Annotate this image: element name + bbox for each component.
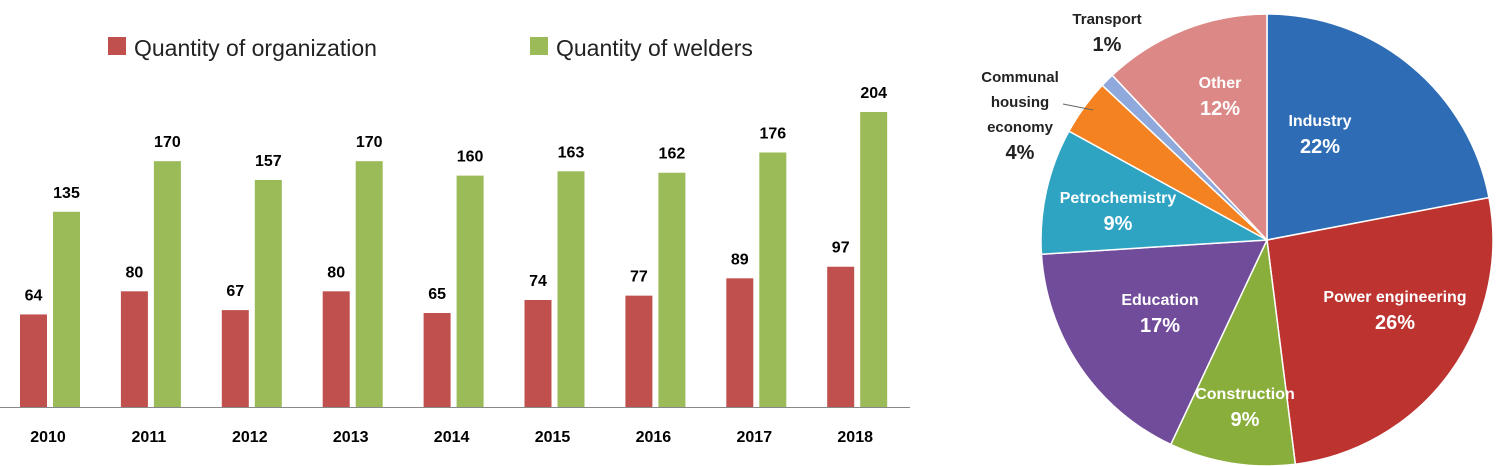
- bar-welders: [456, 175, 484, 407]
- pie-slice-other: [1111, 13, 1268, 242]
- bar-welders: [254, 179, 282, 407]
- bar-organization: [120, 291, 148, 407]
- bar-organization: [625, 295, 653, 407]
- data-label: 89: [731, 251, 749, 268]
- legend-swatch-organization: [108, 37, 126, 55]
- slice-label: Power engineering: [1323, 289, 1466, 306]
- x-tick-label: 2014: [434, 429, 470, 446]
- pie-slice-petrochemistry: [1040, 130, 1270, 255]
- bar-welders: [860, 112, 888, 407]
- pie-slice-construction: [1169, 237, 1297, 466]
- slice-label: Communal: [981, 69, 1059, 86]
- bar-welders: [557, 171, 585, 407]
- bar-welders: [53, 211, 80, 407]
- data-label: 67: [226, 283, 244, 300]
- slice-label: housing: [991, 94, 1049, 111]
- x-tick-label: 2010: [30, 429, 66, 446]
- slice-label: Construction: [1195, 386, 1295, 403]
- slice-percent: 9%: [1231, 409, 1260, 431]
- data-label: 176: [759, 125, 786, 142]
- slice-label: Petrochemistry: [1060, 190, 1177, 207]
- bar-organization: [322, 291, 350, 407]
- slice-label: Transport: [1072, 11, 1141, 28]
- slice-percent: 12%: [1200, 98, 1240, 120]
- legend: Quantity of organization Quantity of wel…: [108, 35, 753, 61]
- slice-percent: 9%: [1104, 213, 1133, 235]
- data-label: 65: [428, 286, 446, 303]
- bar-welders: [355, 161, 383, 407]
- data-label: 170: [154, 134, 181, 151]
- data-label: 80: [327, 264, 345, 281]
- x-tick-label: 2013: [333, 429, 369, 446]
- bar-organization: [221, 310, 249, 407]
- leader-line-communal: [1062, 103, 1094, 111]
- data-label: 160: [457, 149, 484, 166]
- bar-welders: [658, 172, 686, 407]
- data-label: 97: [832, 240, 850, 257]
- bar-welders: [153, 161, 181, 407]
- data-label: 77: [630, 269, 648, 286]
- data-label: 135: [53, 185, 80, 202]
- legend-swatch-welders: [530, 37, 548, 55]
- legend-label-organization: Quantity of organization: [134, 35, 377, 61]
- data-label: 163: [558, 144, 585, 161]
- slice-label: Education: [1121, 292, 1198, 309]
- bar-organization: [827, 266, 855, 407]
- pie-slice-education: [1040, 239, 1269, 446]
- x-tick-label: 2015: [535, 429, 571, 446]
- data-label: 204: [860, 85, 887, 102]
- x-tick-label: 2012: [232, 429, 268, 446]
- x-tick-label: 2018: [837, 429, 873, 446]
- data-label: 74: [529, 273, 547, 290]
- slice-percent: 17%: [1140, 315, 1180, 337]
- bar-chart: Quantity of organization Quantity of wel…: [0, 35, 910, 446]
- slice-percent: 22%: [1300, 136, 1340, 158]
- bar-organization: [20, 314, 47, 407]
- legend-label-welders: Quantity of welders: [556, 35, 753, 61]
- slice-label: economy: [987, 119, 1054, 136]
- pie-chart: Industry 22% Power engineering 26% Construct…: [981, 11, 1494, 466]
- x-tick-label: 2016: [636, 429, 672, 446]
- bar-welders: [759, 152, 787, 407]
- data-label: 162: [659, 146, 686, 163]
- x-tick-label: 2011: [132, 429, 167, 446]
- data-label: 170: [356, 134, 383, 151]
- data-label: 64: [25, 287, 43, 304]
- pie-slice-power-engineering: [1266, 196, 1494, 466]
- data-label: 157: [255, 153, 282, 170]
- pie-slice-industry: [1266, 13, 1490, 241]
- bar-organization: [524, 299, 552, 407]
- slice-percent: 1%: [1093, 34, 1122, 56]
- slice-label: Industry: [1288, 113, 1351, 130]
- bar-organization: [423, 313, 451, 407]
- slice-percent: 4%: [1006, 142, 1035, 164]
- x-tick-label: 2017: [737, 429, 773, 446]
- slice-percent: 26%: [1375, 312, 1415, 334]
- bar-organization: [726, 278, 754, 407]
- data-label: 80: [126, 264, 144, 281]
- slice-label: Other: [1199, 75, 1242, 92]
